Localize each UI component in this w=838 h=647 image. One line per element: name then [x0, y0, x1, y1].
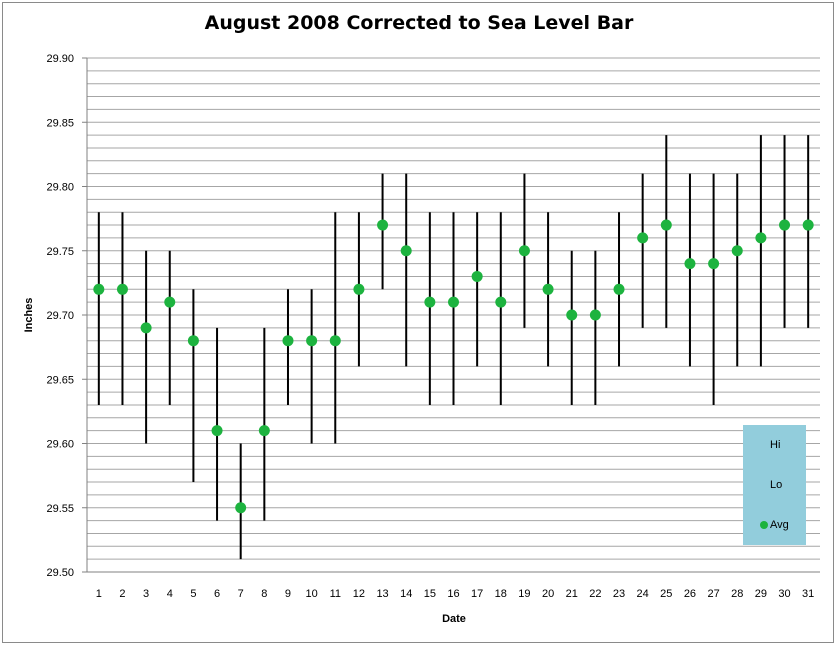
x-tick-label: 30: [778, 588, 790, 600]
x-tick-label: 26: [684, 588, 696, 600]
legend-avg-label: Avg: [770, 519, 789, 531]
legend-avg-marker: [760, 521, 768, 529]
legend-lo-label: Lo: [770, 479, 783, 491]
avg-marker: [93, 283, 105, 295]
x-tick-label: 16: [447, 588, 459, 600]
gridlines: [87, 57, 820, 560]
avg-marker: [566, 309, 578, 321]
avg-marker: [684, 258, 696, 270]
x-tick-label: 20: [542, 588, 554, 600]
avg-marker: [187, 335, 199, 347]
avg-marker: [779, 219, 791, 231]
avg-marker: [377, 219, 389, 231]
x-tick-label: 24: [637, 588, 649, 600]
x-tick-label: 1: [96, 588, 102, 600]
x-tick-label: 4: [167, 588, 173, 600]
avg-marker: [140, 322, 152, 334]
avg-marker: [282, 335, 294, 347]
axes: [82, 57, 820, 573]
x-tick-label: 12: [353, 588, 365, 600]
y-tick-label: 29.50: [46, 567, 74, 579]
avg-marker: [542, 283, 554, 295]
avg-marker: [589, 309, 601, 321]
avg-marker: [731, 245, 743, 257]
avg-markers: [93, 219, 814, 514]
x-tick-label: 18: [495, 588, 507, 600]
y-tick-label: 29.65: [46, 374, 74, 386]
avg-marker: [448, 296, 459, 308]
chart-title: August 2008 Corrected to Sea Level Bar: [204, 12, 634, 34]
avg-marker: [353, 283, 365, 295]
y-tick-label: 29.70: [46, 310, 74, 322]
avg-marker: [116, 283, 128, 295]
avg-marker: [660, 219, 672, 231]
avg-marker: [235, 502, 247, 514]
x-tick-label: 15: [424, 588, 436, 600]
avg-marker: [708, 258, 720, 270]
avg-marker: [306, 335, 318, 347]
x-tick-label: 7: [238, 588, 244, 600]
avg-marker: [637, 232, 649, 244]
x-tick-label: 13: [376, 588, 388, 600]
hi-lo-bars: [97, 135, 810, 560]
y-tick-label: 29.85: [46, 117, 74, 129]
y-tick-labels: 29.50 29.55 29.60 29.65 29.70 29.75 29.80 29.85…: [46, 53, 74, 579]
avg-marker: [471, 270, 483, 282]
x-tick-label: 25: [660, 588, 672, 600]
y-tick-label: 29.80: [46, 182, 74, 194]
avg-marker: [329, 335, 341, 347]
x-tick-label: 29: [755, 588, 767, 600]
x-tick-label: 14: [400, 588, 412, 600]
x-tick-label: 19: [518, 588, 530, 600]
x-tick-label: 10: [306, 588, 318, 600]
avg-marker: [755, 232, 767, 244]
y-tick-label: 29.55: [46, 503, 74, 515]
avg-marker: [211, 425, 223, 437]
x-tick-label: 9: [285, 588, 291, 600]
x-tick-label: 5: [190, 588, 196, 600]
legend: Hi Lo Avg: [743, 425, 806, 545]
x-tick-label: 28: [731, 588, 743, 600]
x-tick-label: 23: [613, 588, 625, 600]
avg-marker: [164, 296, 176, 308]
x-tick-label: 21: [566, 588, 578, 600]
x-tick-label: 11: [330, 588, 341, 600]
avg-marker: [802, 219, 814, 231]
x-tick-label: 22: [589, 588, 601, 600]
avg-marker: [495, 296, 507, 308]
x-tick-label: 8: [261, 588, 267, 600]
x-tick-label: 6: [214, 588, 220, 600]
x-tick-label: 27: [707, 588, 719, 600]
avg-marker: [424, 296, 436, 308]
x-tick-label: 2: [119, 588, 125, 600]
avg-marker: [518, 245, 530, 257]
avg-marker: [613, 283, 625, 295]
avg-marker: [258, 425, 270, 437]
x-tick-label: 3: [143, 588, 149, 600]
y-tick-label: 29.75: [46, 246, 74, 258]
avg-marker: [400, 245, 412, 257]
x-tick-label: 31: [802, 588, 814, 600]
x-axis-label: Date: [442, 613, 466, 625]
legend-hi-label: Hi: [770, 439, 781, 451]
x-tick-labels: 1 2 3 4 5 6 7 8 9 10 11 12 13 14 15 16 17 18 19 20 21 22 23 24 2…: [96, 588, 815, 600]
x-tick-label: 17: [471, 588, 483, 600]
y-tick-label: 29.60: [46, 439, 74, 451]
y-tick-label: 29.90: [46, 53, 74, 65]
